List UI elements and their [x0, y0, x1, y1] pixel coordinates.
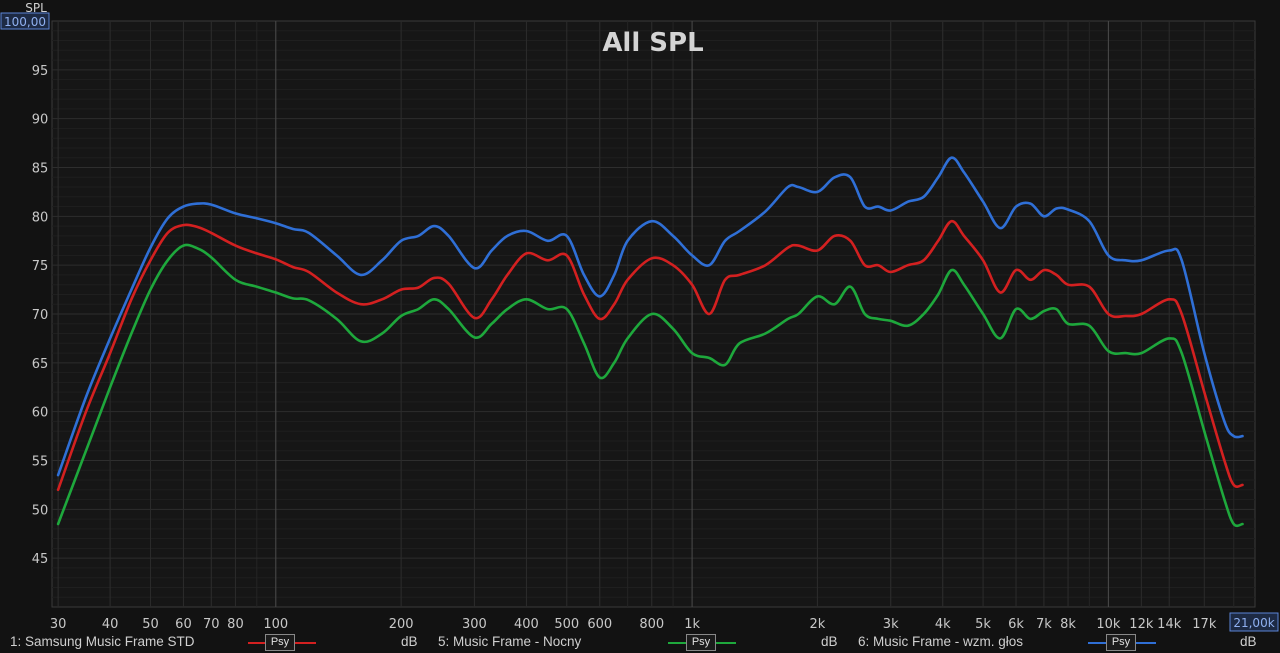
series-line-2: [56, 243, 1244, 528]
x-tick-label: 3k: [883, 617, 899, 632]
x-tick-label: 600: [587, 617, 612, 632]
x-tick-label: 12k: [1129, 617, 1154, 632]
y-tick-label: 75: [32, 259, 49, 274]
x-tick-label: 2k: [810, 617, 826, 632]
y-tick-label: 50: [32, 503, 49, 518]
x-tick-label: 30: [50, 617, 67, 632]
y-tick-label: 95: [32, 64, 49, 79]
psy-button[interactable]: Psy: [686, 634, 716, 651]
x-tick-label: 8k: [1060, 617, 1076, 632]
x-tick-label: 80: [227, 617, 244, 632]
x-tick-label: 60: [175, 617, 192, 632]
x-tick-label: 7k: [1036, 617, 1052, 632]
legend-item-wzm-glos[interactable]: 6: Music Frame - wzm. głos Psy dB: [850, 631, 1270, 653]
y-tick-label: 70: [32, 308, 49, 323]
x-tick-label: 1k: [684, 617, 700, 632]
x-max-field: [1229, 612, 1279, 632]
y-max-value: 100,00: [4, 15, 46, 29]
y-tick-label: 80: [32, 210, 49, 225]
x-tick-label: 500: [554, 617, 579, 632]
y-tick-label: 55: [32, 455, 49, 470]
y-tick-label: 45: [32, 552, 49, 567]
legend-item-nocny[interactable]: 5: Music Frame - Nocny Psy dB: [430, 631, 850, 653]
x-tick-label: 4k: [935, 617, 951, 632]
y-tick-label: 85: [32, 162, 49, 177]
x-tick-label: 5k: [975, 617, 991, 632]
x-tick-label: 40: [102, 617, 119, 632]
y-tick-label: 60: [32, 406, 49, 421]
legend-item-samsung-std[interactable]: 1: Samsung Music Frame STD Psy dB: [0, 631, 430, 653]
legend-series-name: 5: Music Frame - Nocny: [438, 634, 582, 649]
x-tick-label: 200: [389, 617, 414, 632]
x-tick-label: 17k: [1192, 617, 1217, 632]
x-tick-label: 300: [462, 617, 487, 632]
psy-button[interactable]: Psy: [265, 634, 295, 651]
x-max-value: 21,00k: [1233, 616, 1274, 630]
y-max-field: [0, 12, 50, 30]
legend-series-name: 1: Samsung Music Frame STD: [10, 634, 195, 649]
series-line-3: [56, 156, 1244, 477]
x-tick-label: 800: [639, 617, 664, 632]
x-tick-label: 400: [514, 617, 539, 632]
legend-unit: dB: [1240, 634, 1257, 649]
x-tick-label: 6k: [1008, 617, 1024, 632]
y-axis-title: SPL: [25, 1, 47, 15]
x-tick-label: 14k: [1157, 617, 1182, 632]
y-tick-label: 90: [32, 113, 49, 128]
series-line-1: [56, 219, 1244, 492]
x-tick-label: 50: [142, 617, 159, 632]
x-tick-label: 100: [263, 617, 288, 632]
legend-unit: dB: [401, 634, 418, 649]
psy-button[interactable]: Psy: [1106, 634, 1136, 651]
legend-unit: dB: [821, 634, 838, 649]
x-tick-label: 70: [203, 617, 220, 632]
y-tick-label: 65: [32, 357, 49, 372]
chart-title: All SPL: [602, 28, 703, 58]
x-tick-label: 10k: [1096, 617, 1121, 632]
legend-series-name: 6: Music Frame - wzm. głos: [858, 634, 1024, 649]
